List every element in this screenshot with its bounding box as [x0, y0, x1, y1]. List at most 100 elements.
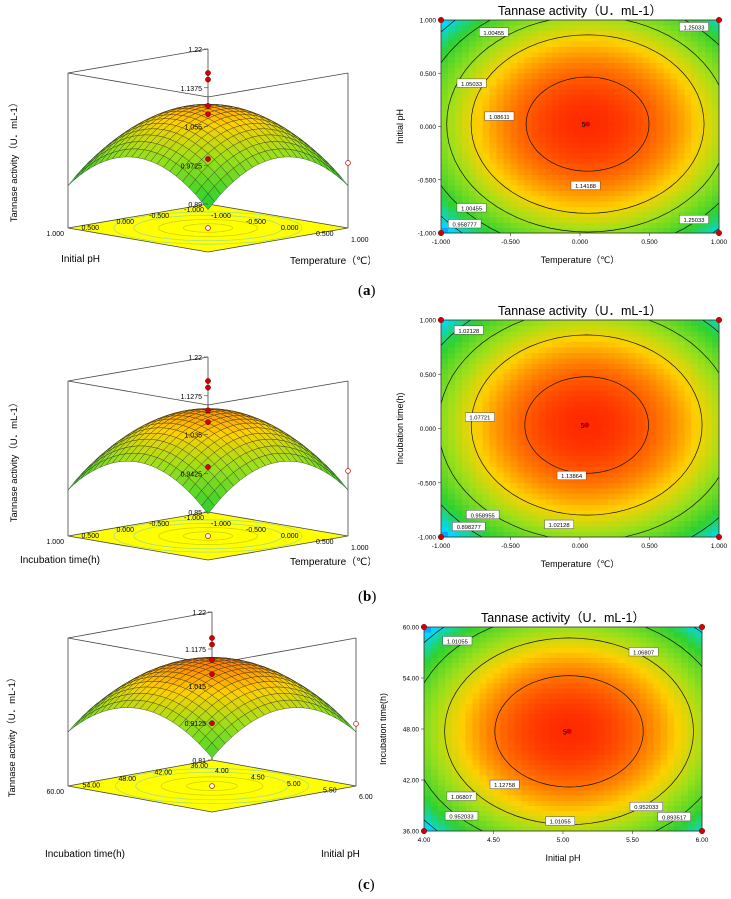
heatmap-cell	[538, 30, 546, 37]
heatmap-cell	[468, 62, 477, 69]
heatmap-cell	[524, 185, 532, 191]
contour-label-box	[570, 180, 601, 190]
heatmap-cell	[628, 385, 636, 391]
heatmap-cell	[468, 320, 477, 326]
heatmap-cell	[475, 423, 484, 429]
heatmap-cell	[545, 83, 553, 90]
heatmap-cell	[586, 455, 595, 462]
heatmap-cell	[600, 471, 609, 478]
heatmap-cell	[663, 185, 671, 191]
heatmap-cell	[545, 62, 553, 69]
heatmap-cell	[510, 423, 518, 429]
heatmap-cell	[684, 520, 692, 527]
heatmap-cell	[517, 20, 525, 26]
heatmap-cell	[656, 20, 664, 26]
heatmap-cell	[517, 390, 525, 397]
heatmap-cell	[545, 466, 553, 473]
heatmap-cell	[489, 395, 497, 402]
heatmap-cell	[663, 477, 671, 484]
heatmap-cell	[677, 35, 685, 42]
heatmap-cell	[531, 526, 539, 532]
heatmap-cell	[705, 105, 713, 111]
heatmap-cell	[468, 504, 477, 511]
heatmap-cell	[628, 357, 636, 364]
heatmap-cell	[600, 105, 609, 111]
heatmap-cell	[663, 83, 671, 90]
heatmap-cell	[496, 158, 504, 165]
heatmap-cell	[684, 179, 692, 186]
heatmap-cell	[468, 461, 477, 467]
heatmap-cell	[489, 520, 497, 527]
heatmap-cell	[437, 723, 446, 730]
heatmap-cell	[607, 471, 616, 478]
heatmap-cell	[586, 163, 595, 170]
heatmap-cell	[517, 336, 525, 343]
heatmap-cell	[531, 368, 539, 375]
heatmap-cell	[705, 515, 713, 522]
heatmap-cell	[454, 357, 463, 364]
heatmap-cell	[607, 25, 616, 32]
heatmap-cell	[496, 169, 504, 175]
heatmap-cell	[441, 466, 449, 473]
heatmap-cell	[698, 531, 706, 538]
heatmap-cell	[496, 195, 504, 202]
heatmap-cell	[698, 62, 706, 69]
x-axis-label: Temperature（℃）	[541, 559, 620, 569]
heatmap-cell	[475, 137, 484, 143]
heatmap-cell	[524, 531, 532, 538]
heatmap-cell	[424, 764, 432, 771]
design-point	[205, 111, 211, 117]
heatmap-cell	[545, 78, 553, 85]
heatmap-cell	[552, 30, 560, 37]
heatmap-cell	[482, 46, 491, 53]
heatmap-cell	[614, 57, 623, 63]
heatmap-cell	[614, 347, 623, 353]
heatmap-cell	[461, 357, 470, 364]
heatmap-cell	[424, 734, 432, 740]
heatmap-cell	[441, 347, 449, 353]
heatmap-cell	[510, 417, 518, 424]
heatmap-cell	[586, 379, 595, 386]
heatmap-cell	[524, 227, 532, 234]
heatmap-cell	[441, 401, 449, 408]
heatmap-cell	[430, 749, 439, 755]
heatmap-cell	[649, 217, 657, 223]
heatmap-cell	[496, 374, 504, 381]
heatmap-cell	[607, 94, 616, 101]
heatmap-cell	[552, 35, 560, 42]
heatmap-cell	[656, 482, 664, 489]
heatmap-cell	[441, 482, 449, 489]
heatmap-cell	[663, 41, 671, 48]
heatmap-cell	[600, 439, 609, 446]
heatmap-cell	[552, 174, 560, 181]
heatmap-cell	[468, 493, 477, 500]
heatmap-cell	[461, 515, 470, 522]
surface-mesh	[67, 408, 349, 515]
heatmap-cell	[503, 211, 511, 218]
heatmap-cell	[677, 73, 685, 79]
y-tick-label: 48.00	[118, 776, 136, 783]
heatmap-cell	[566, 531, 574, 538]
heatmap-cell	[475, 147, 484, 154]
heatmap-cell	[475, 163, 484, 170]
heatmap-cell	[573, 450, 581, 457]
heatmap-cell	[642, 412, 650, 419]
heatmap-cell	[461, 363, 470, 370]
heatmap-cell	[437, 795, 446, 801]
heatmap-cell	[684, 67, 692, 74]
heatmap-cell	[566, 336, 574, 343]
heatmap-cell	[593, 461, 602, 467]
heatmap-cell	[489, 379, 497, 386]
heatmap-cell	[559, 158, 567, 165]
heatmap-cell	[607, 105, 616, 111]
heatmap-cell	[482, 185, 491, 191]
heatmap-cell	[496, 406, 504, 413]
heatmap-cell	[482, 158, 491, 165]
heatmap-cell	[538, 67, 546, 74]
heatmap-cell	[573, 493, 581, 500]
heatmap-cell	[614, 412, 623, 419]
heatmap-cell	[424, 683, 432, 689]
heatmap-cell	[475, 461, 484, 467]
heatmap-cell	[559, 368, 567, 375]
heatmap-cell	[628, 62, 636, 69]
